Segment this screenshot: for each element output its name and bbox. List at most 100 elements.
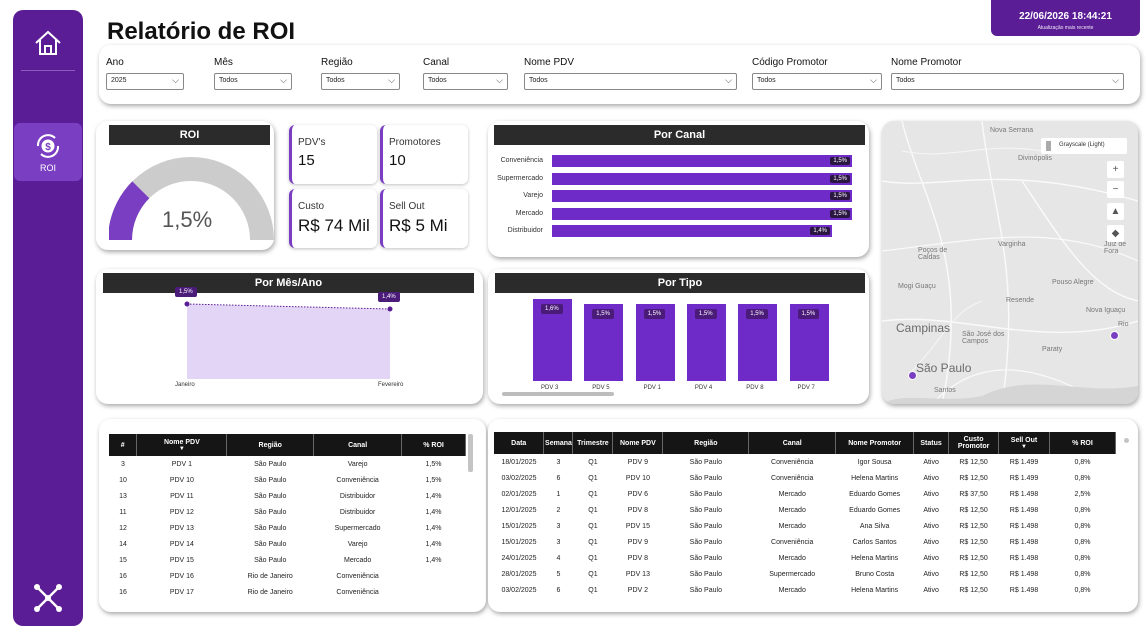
column-header[interactable]: Canal (748, 432, 837, 454)
table-row[interactable]: 03/02/2025 6 Q1 PDV 2 São Paulo Mercado Helena… (494, 582, 1116, 598)
table-cell: São Paulo (689, 570, 722, 578)
table-cell: São Paulo (254, 460, 287, 468)
filter-dropdown-canal[interactable]: Todos ⌵ (423, 73, 508, 90)
column-header[interactable]: Custo Promotor (948, 432, 1000, 454)
canal-bar-row[interactable]: Conveniência 1,5% (488, 155, 869, 167)
table-row[interactable]: 15 PDV 15 São Paulo Mercado 1,4% (109, 552, 466, 568)
table-row[interactable]: 13 PDV 11 São Paulo Distribuidor 1,4% (109, 488, 466, 504)
bar[interactable]: 1,6% (533, 299, 572, 381)
zoom-out-button[interactable]: − (1107, 181, 1124, 198)
filter-dropdown-nome-promotor[interactable]: Todos ⌵ (891, 73, 1124, 90)
bar[interactable]: 1,5% (552, 207, 852, 220)
table-row[interactable]: 24/01/2025 4 Q1 PDV 8 São Paulo Mercado Helena… (494, 550, 1116, 566)
table-row[interactable]: 3 PDV 1 São Paulo Varejo 1,5% (109, 456, 466, 472)
table-row[interactable]: 03/02/2025 6 Q1 PDV 10 São Paulo Conveniência… (494, 470, 1116, 486)
table-row[interactable]: 10 PDV 10 São Paulo Conveniência 1,5% (109, 472, 466, 488)
table-cell: 1,4% (425, 524, 442, 532)
map-style-button[interactable]: Grayscale (Light) (1041, 138, 1127, 154)
filter-value: Todos (896, 77, 915, 84)
column-header[interactable]: Canal (313, 434, 403, 456)
table-cell: Q1 (588, 458, 598, 466)
filter-dropdown-codigo-promotor[interactable]: Todos ⌵ (752, 73, 882, 90)
table-row[interactable]: 02/01/2025 1 Q1 PDV 6 São Paulo Mercado Eduard… (494, 486, 1116, 502)
table-cell: São Paulo (254, 556, 287, 564)
column-header[interactable]: Status (913, 432, 950, 454)
table-cell: São Paulo (689, 522, 722, 530)
column-header[interactable]: # (109, 434, 138, 456)
roi-money-icon: $ (36, 134, 60, 158)
column-header[interactable]: Região (662, 432, 750, 454)
map-marker[interactable] (1110, 331, 1119, 340)
canal-bar-row[interactable]: Mercado 1,5% (488, 207, 869, 220)
bar[interactable]: 1,5% (552, 172, 852, 185)
column-header[interactable]: Sell Out ▼ (998, 432, 1050, 454)
table-cell: São Paulo (254, 524, 287, 532)
filter-dropdown-nome-pdv[interactable]: Todos ⌵ (524, 73, 737, 90)
table-cell: 10 (119, 476, 127, 484)
map-place-label: Resende (1006, 297, 1035, 304)
bar[interactable]: 1,4% (552, 225, 832, 237)
column-header[interactable]: Semana (543, 432, 574, 454)
bar[interactable]: 1,5% (789, 304, 829, 381)
table-row[interactable]: 18/01/2025 3 Q1 PDV 9 São Paulo Conveniência I… (494, 454, 1116, 470)
bar[interactable]: 1,5% (552, 155, 852, 167)
table-row[interactable]: 12 PDV 13 São Paulo Supermercado 1,4% (109, 520, 466, 536)
canal-bar-row[interactable]: Varejo 1,5% (488, 190, 869, 202)
x-tick-label: PDV 3 (541, 385, 559, 391)
table-row[interactable]: 15/01/2025 3 Q1 PDV 9 São Paulo Conveniência C… (494, 534, 1116, 550)
filter-label: Região (321, 57, 353, 68)
sidebar-item-roi[interactable]: $ ROI (14, 123, 82, 181)
column-header[interactable]: Nome Promotor (835, 432, 915, 454)
table-cell: Ativo (923, 458, 939, 466)
tilt-button[interactable]: ▲ (1107, 203, 1124, 220)
minus-icon: − (1112, 184, 1119, 195)
column-header[interactable]: Trimestre (572, 432, 614, 454)
zoom-in-button[interactable]: + (1107, 161, 1124, 178)
table-cell: 0,8% (1074, 554, 1091, 562)
map-panel[interactable]: Nova Serrana Divinópolis Varginha Pouso … (882, 121, 1138, 404)
filter-dropdown-mes[interactable]: Todos ⌵ (214, 73, 292, 90)
horizontal-scrollbar[interactable] (502, 392, 614, 396)
column-header[interactable]: % ROI (401, 434, 466, 456)
map-marker[interactable] (908, 371, 917, 380)
logo-button[interactable] (13, 578, 83, 618)
table-cell (402, 568, 466, 584)
table-row[interactable]: 15/01/2025 3 Q1 PDV 15 São Paulo Mercado Ana S… (494, 518, 1116, 534)
table-cell: 4 (556, 554, 561, 562)
bar[interactable]: 1,5% (635, 304, 675, 381)
home-button[interactable] (13, 18, 83, 68)
table-row[interactable]: 14 PDV 14 São Paulo Varejo 1,4% (109, 536, 466, 552)
canal-bar-row[interactable]: Supermercado 1,5% (488, 172, 869, 185)
filter-dropdown-regiao[interactable]: Todos ⌵ (321, 73, 400, 90)
table-cell: Q1 (588, 522, 598, 530)
column-header-label: Sell Out (1010, 436, 1038, 444)
canal-bar-row[interactable]: Distribuidor 1,4% (488, 225, 869, 237)
vertical-scrollbar[interactable] (468, 434, 473, 472)
column-header[interactable]: Região (226, 434, 315, 456)
filter-dropdown-ano[interactable]: 2025 ⌵ (106, 73, 184, 90)
table-cell: Conveniência (336, 588, 379, 596)
bar[interactable]: 1,5% (738, 304, 778, 381)
table-cell: R$ 1.498 (1009, 522, 1039, 530)
data-point[interactable] (184, 301, 190, 307)
table-row[interactable]: 28/01/2025 5 Q1 PDV 13 São Paulo Supermercado… (494, 566, 1116, 582)
table-row[interactable]: 16 PDV 16 Rio de Janeiro Conveniência (109, 568, 466, 584)
bar[interactable]: 1,5% (552, 190, 852, 202)
column-header[interactable]: Nome PDV ▼ (136, 434, 228, 456)
table-cell: Ativo (923, 554, 939, 562)
compass-button[interactable]: ◆ (1107, 225, 1124, 242)
table-cell: PDV 14 (169, 540, 194, 548)
vertical-scrollbar[interactable] (1124, 438, 1129, 443)
bar[interactable]: 1,5% (686, 304, 726, 381)
data-point[interactable] (387, 306, 393, 312)
table-row[interactable]: 12/01/2025 2 Q1 PDV 8 São Paulo Mercado Eduard… (494, 502, 1116, 518)
svg-text:$: $ (45, 142, 51, 153)
column-header[interactable]: % ROI (1049, 432, 1117, 454)
bar[interactable]: 1,5% (584, 304, 624, 381)
column-header[interactable]: Data (494, 432, 545, 454)
column-header[interactable]: Nome PDV (612, 432, 664, 454)
table-cell: 0,8% (1074, 538, 1091, 546)
filter-value: Todos (428, 77, 447, 84)
table-row[interactable]: 16 PDV 17 Rio de Janeiro Conveniência (109, 584, 466, 600)
table-row[interactable]: 11 PDV 12 São Paulo Distribuidor 1,4% (109, 504, 466, 520)
